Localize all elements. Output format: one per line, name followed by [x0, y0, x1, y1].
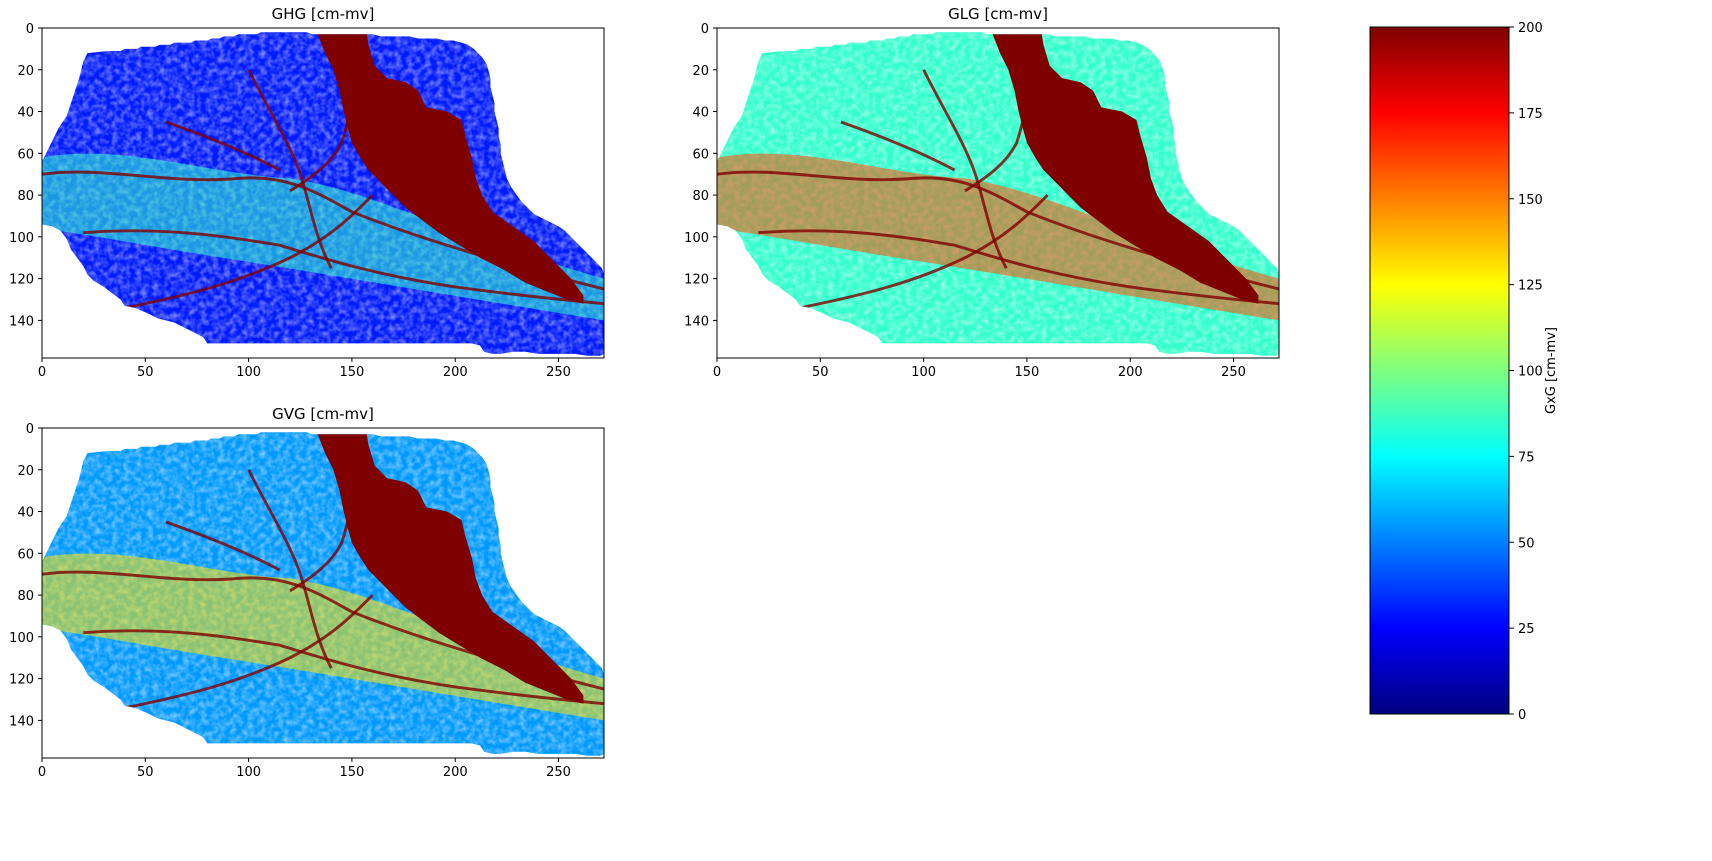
x-tick-label: 250 [1221, 365, 1246, 380]
y-tick-label: 100 [684, 231, 709, 246]
map-river [83, 629, 604, 706]
y-axis: 0 20 40 60 80 100 120 140 [684, 22, 717, 329]
x-tick-label: 100 [236, 765, 261, 780]
map-high-region [991, 32, 1259, 304]
x-axis: 0 50 100 150 200 250 [38, 358, 571, 380]
map-river [124, 594, 374, 710]
colorbar-tick-label: 175 [1518, 107, 1543, 122]
axes-frame [41, 27, 605, 359]
map-river [247, 69, 333, 269]
y-axis: 0 20 40 60 80 100 120 140 [9, 422, 42, 729]
y-tick-label: 80 [692, 189, 709, 204]
panel-title: GLG [cm-mv] [948, 5, 1048, 23]
x-tick-label: 50 [812, 365, 829, 380]
map-river [922, 69, 1008, 269]
y-tick-label: 60 [692, 147, 709, 162]
y-tick-label: 120 [9, 273, 34, 288]
y-tick-label: 20 [17, 64, 34, 79]
y-tick-label: 20 [692, 64, 709, 79]
y-tick-label: 100 [9, 631, 34, 646]
y-tick-label: 40 [692, 106, 709, 121]
y-tick-label: 120 [9, 673, 34, 688]
colorbar-tick-label: 125 [1518, 279, 1543, 294]
x-tick-label: 0 [713, 365, 721, 380]
y-tick-label: 80 [17, 589, 34, 604]
colorbar-tick-label: 25 [1518, 622, 1535, 637]
axes-frame [716, 27, 1280, 359]
heatmap-image [42, 432, 604, 756]
colorbar-tick-label: 50 [1518, 536, 1535, 551]
x-axis: 0 50 100 150 200 250 [38, 758, 571, 780]
y-tick-label: 40 [17, 506, 34, 521]
map-river [83, 229, 604, 306]
y-tick-label: 40 [17, 106, 34, 121]
axes-frame [41, 427, 605, 759]
y-axis: 0 20 40 60 80 100 120 140 [9, 22, 42, 329]
x-tick-label: 0 [38, 765, 46, 780]
y-tick-label: 0 [701, 22, 709, 37]
y-tick-label: 120 [684, 273, 709, 288]
map-river [124, 194, 374, 310]
y-tick-label: 0 [26, 422, 34, 437]
y-tick-label: 140 [9, 314, 34, 329]
x-tick-label: 200 [443, 365, 468, 380]
y-tick-label: 140 [9, 714, 34, 729]
x-tick-label: 150 [340, 365, 365, 380]
map-river [758, 229, 1279, 306]
heatmap-image [42, 32, 604, 356]
x-tick-label: 150 [1015, 365, 1040, 380]
x-tick-label: 100 [911, 365, 936, 380]
x-tick-label: 50 [137, 365, 154, 380]
x-tick-label: 250 [546, 365, 571, 380]
colorbar-tick-label: 200 [1518, 21, 1543, 36]
panel-ghg: GHG [cm-mv] 0 50 100 150 200 250 0 20 40 60 80 100… [9, 5, 605, 380]
map-river [799, 194, 1049, 310]
panel-title: GHG [cm-mv] [272, 5, 375, 23]
map-river [165, 120, 281, 172]
map-river [840, 120, 956, 172]
colorbar-tick-label: 75 [1518, 450, 1535, 465]
y-tick-label: 0 [26, 22, 34, 37]
x-tick-label: 200 [1118, 365, 1143, 380]
map-river [247, 469, 333, 669]
colorbar-tick-label: 100 [1518, 365, 1543, 380]
colorbar-tick-label: 150 [1518, 193, 1543, 208]
x-tick-label: 150 [340, 765, 365, 780]
y-tick-label: 140 [684, 314, 709, 329]
y-tick-label: 60 [17, 147, 34, 162]
panel-gvg: GVG [cm-mv] 0 50 100 150 200 250 0 20 40 60 80 100… [9, 405, 605, 780]
x-axis: 0 50 100 150 200 250 [713, 358, 1246, 380]
colorbar-label: GxG [cm-mv] [1544, 327, 1559, 414]
map-river [165, 520, 281, 572]
panel-glg: GLG [cm-mv] 0 50 100 150 200 250 0 20 40 60 80 100… [684, 5, 1280, 380]
panel-title: GVG [cm-mv] [272, 405, 374, 423]
x-tick-label: 250 [546, 765, 571, 780]
heatmap-image [717, 32, 1279, 356]
map-high-region [316, 32, 584, 304]
x-tick-label: 0 [38, 365, 46, 380]
colorbar: 0 25 50 75 100 125 150 175 200 GxG [cm-mv] [1369, 21, 1559, 723]
x-tick-label: 50 [137, 765, 154, 780]
y-tick-label: 100 [9, 231, 34, 246]
colorbar-tick-label: 0 [1518, 708, 1526, 723]
x-tick-label: 100 [236, 365, 261, 380]
y-tick-label: 20 [17, 464, 34, 479]
map-high-region [316, 432, 584, 704]
y-tick-label: 60 [17, 547, 34, 562]
x-tick-label: 200 [443, 765, 468, 780]
y-tick-label: 80 [17, 189, 34, 204]
colorbar-gradient [1369, 26, 1510, 715]
colorbar-ticks: 0 25 50 75 100 125 150 175 200 [1509, 21, 1543, 723]
